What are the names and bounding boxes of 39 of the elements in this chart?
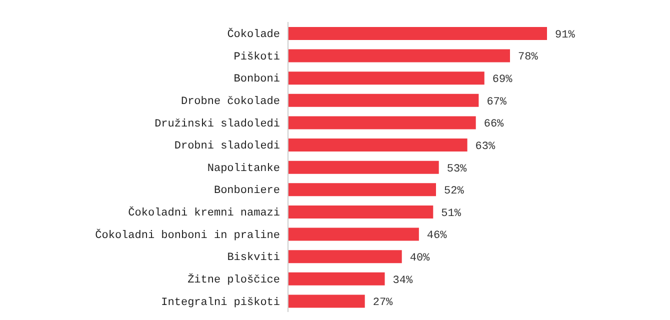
- y-tick-label: Družinski sladoledi: [154, 118, 280, 130]
- data-label: 46%: [426, 230, 448, 242]
- y-tick-label: Napolitanke: [207, 162, 280, 175]
- bar: [288, 250, 402, 264]
- data-label: 52%: [444, 186, 464, 198]
- y-tick-label: Bonboni: [234, 74, 280, 86]
- bar: [288, 49, 510, 62]
- y-tick-label: Biskviti: [227, 252, 280, 264]
- data-label: 27%: [372, 297, 394, 310]
- y-tick-label: Čokolade: [227, 27, 280, 42]
- data-label: 51%: [441, 208, 462, 220]
- data-label: 53%: [446, 163, 468, 176]
- data-label: 66%: [484, 118, 504, 131]
- y-tick-label: Drobni sladoledi: [174, 140, 280, 153]
- y-tick-label: Bonboniere: [214, 185, 280, 198]
- data-label: 69%: [492, 74, 513, 86]
- y-tick-label: Čokoladni kremni namazi: [128, 206, 280, 220]
- bar: [288, 116, 476, 130]
- y-tick-label: Čokoladni bonboni in praline: [95, 228, 280, 242]
- bar: [288, 27, 547, 40]
- bar: [288, 183, 436, 196]
- bar: [288, 160, 439, 174]
- data-label: 34%: [392, 274, 413, 287]
- data-label: 40%: [410, 252, 430, 264]
- y-tick-label: Žitne ploščice: [188, 272, 280, 286]
- data-label: 67%: [486, 96, 507, 108]
- bar: [288, 94, 479, 107]
- bar: [288, 228, 419, 241]
- bar: [288, 138, 468, 152]
- data-label: 63%: [475, 140, 496, 153]
- y-tick-label: Integralni piškoti: [161, 296, 280, 309]
- bar: [288, 72, 484, 85]
- bar: [288, 205, 434, 218]
- data-label: 91%: [555, 29, 576, 42]
- data-label: 78%: [518, 52, 538, 64]
- y-tick-label: Piškoti: [234, 51, 280, 64]
- bar: [288, 294, 365, 308]
- bar: [288, 272, 385, 286]
- y-tick-label: Drobne čokolade: [180, 96, 280, 108]
